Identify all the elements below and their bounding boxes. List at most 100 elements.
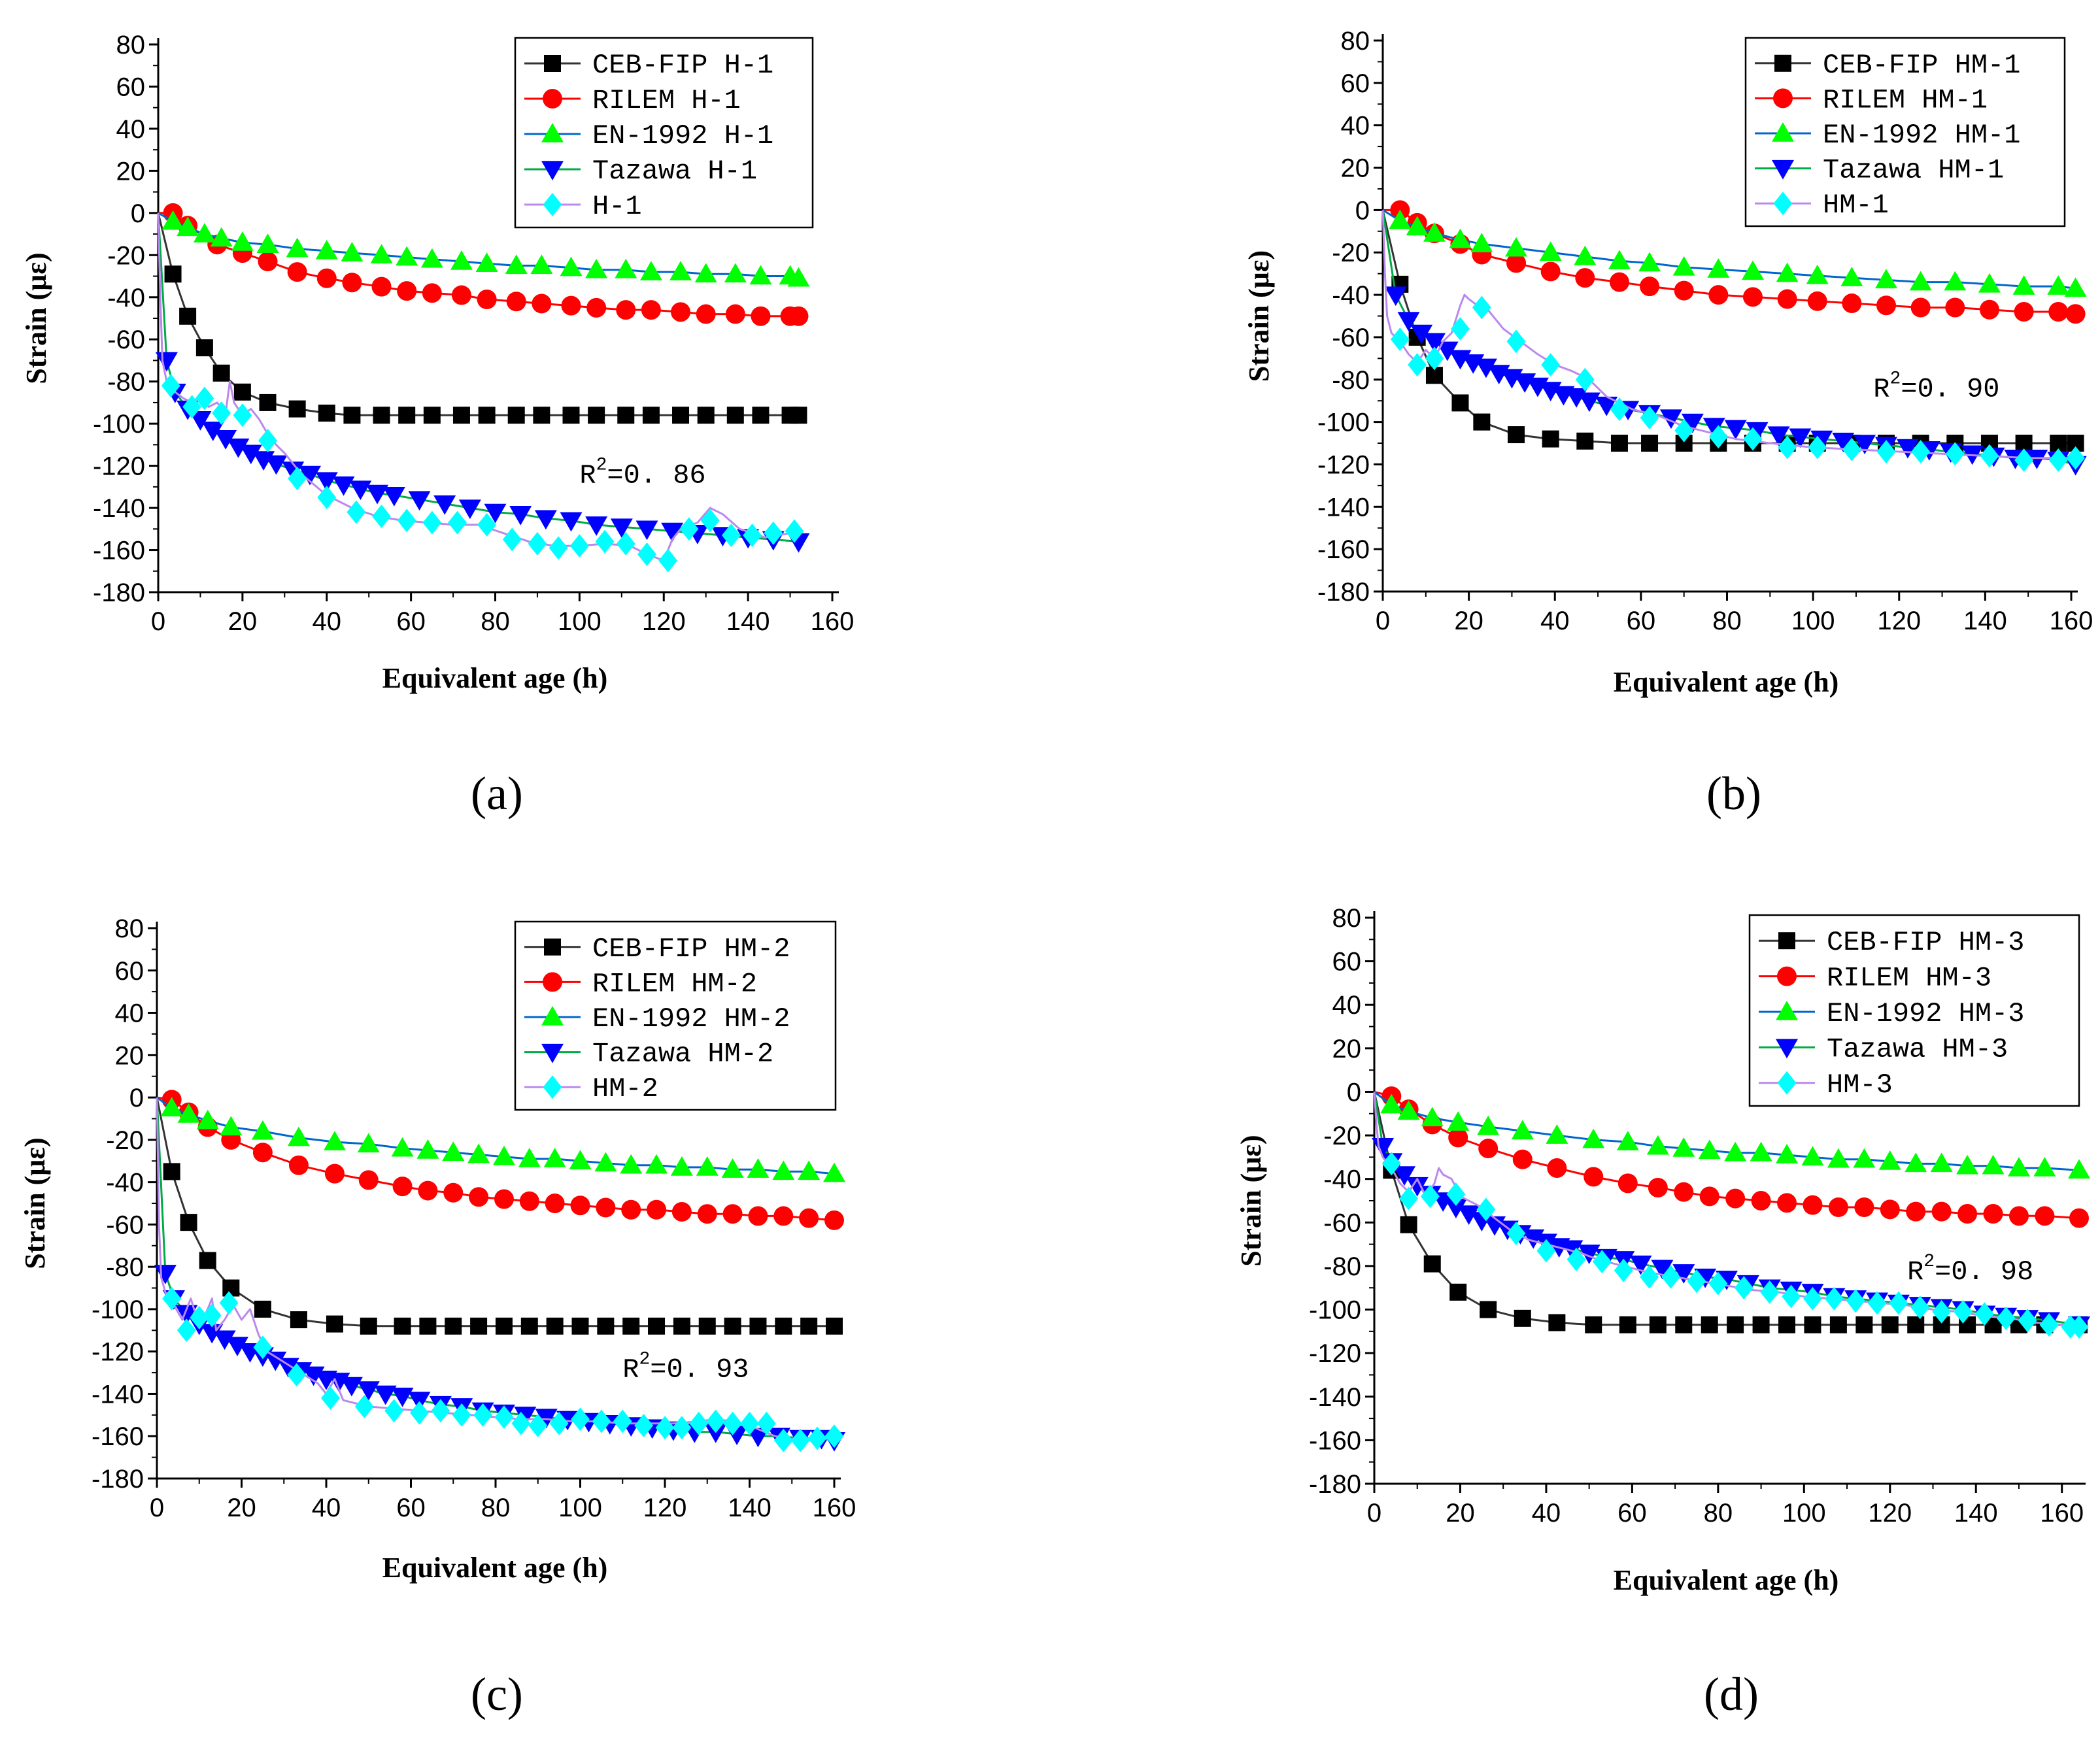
data-point	[1996, 1306, 2016, 1330]
data-point	[586, 297, 607, 318]
legend-entry: EN-1992 H-1	[592, 120, 773, 152]
data-point	[669, 261, 692, 280]
y-tick-label: -180	[93, 578, 145, 607]
x-tick-label: 160	[813, 1494, 856, 1522]
data-point	[696, 304, 716, 324]
data-point	[494, 1405, 514, 1429]
y-tick-label: -40	[107, 284, 145, 312]
data-point	[1945, 297, 1965, 318]
data-point	[445, 1317, 462, 1335]
data-point	[588, 407, 605, 424]
data-point	[546, 1317, 564, 1335]
data-point	[1610, 397, 1629, 422]
data-point	[1390, 327, 1410, 352]
data-point	[1539, 241, 1562, 261]
data-point	[219, 1291, 239, 1315]
x-tick-label: 120	[1868, 1499, 1912, 1528]
y-tick-label: -20	[106, 1126, 144, 1155]
r-squared-annotation: R2=0. 93	[622, 1350, 749, 1386]
data-point	[1616, 1131, 1639, 1150]
data-point	[391, 1387, 414, 1407]
data-point	[1423, 1255, 1441, 1273]
chart-panel-2: 806040200-20-40-60-80-100-120-140-160-18…	[19, 914, 856, 1720]
data-point	[1842, 293, 1862, 314]
data-point	[349, 480, 372, 501]
panel-label: (b)	[1706, 767, 1761, 820]
data-point	[2007, 1157, 2030, 1177]
data-point	[1881, 1316, 1899, 1333]
data-point	[1397, 1100, 1420, 1120]
data-point	[502, 527, 522, 552]
data-point	[1423, 333, 1446, 353]
data-point	[1619, 1316, 1636, 1333]
data-point	[423, 407, 441, 424]
y-tick-label: -180	[92, 1465, 144, 1494]
data-point	[1743, 427, 1763, 451]
data-point	[592, 1409, 611, 1433]
data-point	[1687, 1269, 1706, 1294]
data-point	[1448, 1128, 1468, 1148]
data-point	[391, 1137, 414, 1157]
y-tick-label: -140	[1317, 493, 1370, 522]
y-tick-label: 80	[1332, 904, 1362, 933]
r-rest: =0. 98	[1935, 1256, 2033, 1288]
legend-marker	[543, 1075, 562, 1099]
data-point	[394, 1317, 411, 1335]
data-point	[1640, 1265, 1659, 1289]
legend-entry: EN-1992 HM-2	[592, 1003, 790, 1035]
data-point	[1957, 1203, 1978, 1224]
y-tick-label: 60	[1332, 948, 1362, 977]
data-point	[826, 1317, 843, 1335]
data-point	[374, 1385, 397, 1405]
data-point	[358, 1170, 379, 1190]
data-point	[1585, 1316, 1602, 1333]
data-point	[543, 1147, 566, 1167]
data-point	[1505, 237, 1528, 257]
data-point	[655, 1416, 675, 1440]
data-point	[450, 250, 473, 270]
data-point	[616, 300, 636, 320]
data-point	[773, 1428, 793, 1452]
x-tick-label: 20	[227, 1494, 256, 1522]
data-point	[1789, 428, 1812, 448]
r-rest: =0. 86	[607, 460, 705, 491]
data-point	[1406, 216, 1429, 236]
data-point	[1672, 1137, 1695, 1157]
legend-marker	[1773, 192, 1793, 216]
data-point	[785, 519, 804, 543]
data-point	[1767, 426, 1790, 446]
data-point	[318, 405, 335, 422]
data-point	[2008, 1206, 2029, 1226]
x-tick-label: 60	[1617, 1499, 1647, 1528]
data-point	[1956, 1154, 1979, 1175]
data-point	[509, 505, 532, 526]
data-point	[2033, 1157, 2056, 1177]
data-point	[1880, 1199, 1900, 1220]
data-point	[721, 1158, 744, 1178]
data-point	[790, 407, 807, 424]
data-point	[671, 1201, 692, 1222]
data-point	[560, 512, 583, 532]
data-point	[366, 484, 389, 505]
data-point	[182, 395, 201, 419]
data-point	[1983, 1203, 2003, 1224]
y-axis-title: Strain (με)	[20, 252, 52, 384]
series-0	[157, 212, 807, 424]
data-point	[1840, 267, 1863, 286]
data-point	[505, 254, 528, 275]
y-tick-label: -160	[92, 1422, 144, 1451]
data-point	[775, 1317, 792, 1335]
data-point	[315, 239, 338, 259]
data-point	[1480, 1301, 1497, 1318]
series-1	[156, 1090, 844, 1230]
data-point	[1470, 233, 1493, 253]
data-point	[1681, 413, 1704, 433]
r-rest: =0. 90	[1901, 374, 1999, 405]
data-point	[697, 407, 715, 424]
x-tick-label: 140	[1954, 1499, 1998, 1528]
data-point	[1808, 435, 1827, 460]
data-point	[1640, 406, 1659, 430]
data-point	[661, 522, 684, 543]
